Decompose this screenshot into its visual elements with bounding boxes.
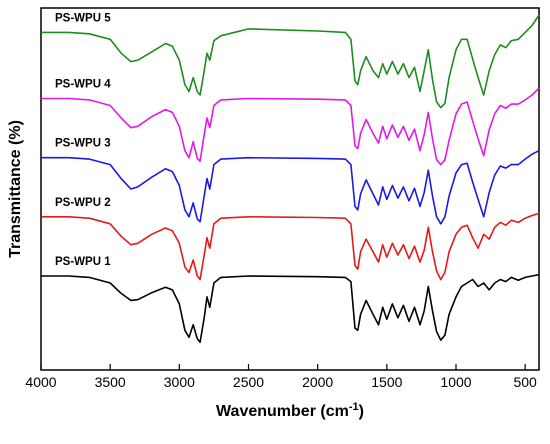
- series-label-2: PS-WPU 2: [55, 197, 111, 209]
- x-tick-label: 2500: [233, 374, 264, 390]
- spectrum-line-4: [41, 87, 540, 166]
- series-label-1: PS-WPU 1: [55, 256, 111, 268]
- spectra: [41, 14, 540, 343]
- plot-frame: [40, 7, 540, 371]
- x-tick-label: 1500: [371, 374, 402, 390]
- series-label-5: PS-WPU 5: [55, 12, 111, 24]
- y-axis-label: Transmittance (%): [7, 120, 24, 258]
- x-tick-label: 4000: [25, 374, 56, 390]
- x-tick-label: 1000: [440, 374, 471, 390]
- series-labels: PS-WPU 1 PS-WPU 2 PS-WPU 3 PS-WPU 4 PS-WPU 5: [55, 12, 111, 268]
- series-label-4: PS-WPU 4: [55, 79, 111, 91]
- x-tick-label: 500: [513, 374, 537, 390]
- spectrum-line-1: [41, 273, 540, 343]
- spectrum-line-3: [41, 149, 540, 225]
- x-tick-label: 3500: [95, 374, 126, 390]
- x-axis-ticks: 4000 3500 3000 2500 2000 1500 1000 500: [25, 364, 537, 390]
- x-tick-label: 2000: [302, 374, 333, 390]
- series-label-3: PS-WPU 3: [55, 138, 111, 150]
- spectrum-line-5: [41, 14, 540, 109]
- x-tick-label: 3000: [164, 374, 195, 390]
- x-axis-label-close: ): [359, 403, 364, 420]
- x-axis-label-superscript: -1: [349, 401, 359, 413]
- x-axis-label: Wavenumber (cm-1): [216, 401, 364, 420]
- spectrum-line-2: [41, 212, 540, 281]
